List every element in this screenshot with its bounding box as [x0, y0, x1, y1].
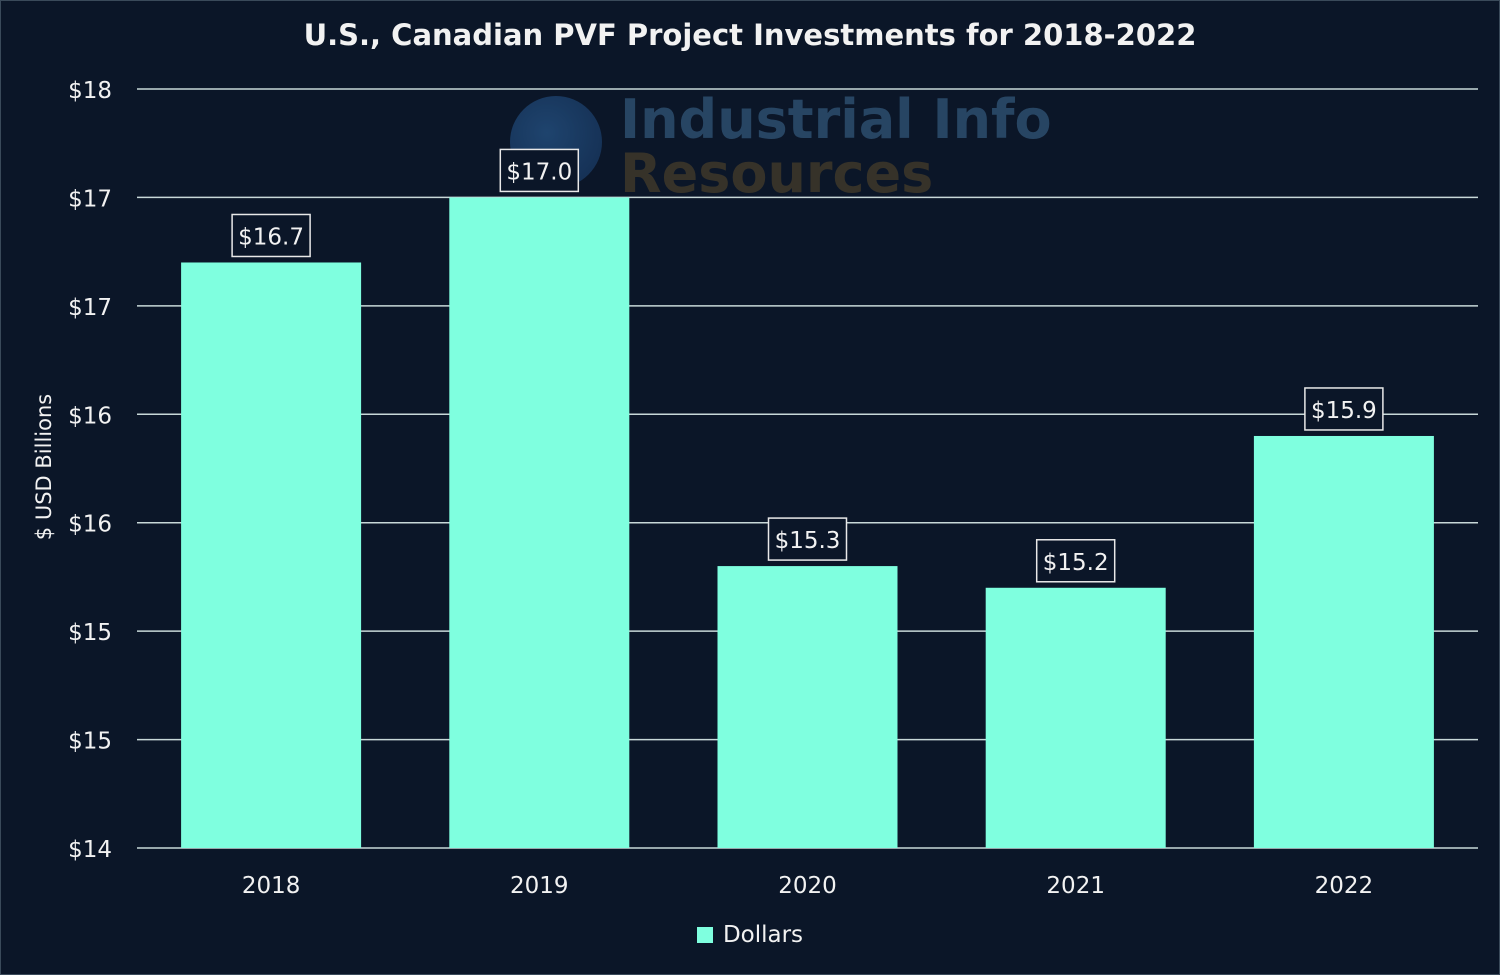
x-tick-label: 2020: [778, 873, 837, 899]
x-tick-label: 2022: [1315, 873, 1374, 899]
watermark-line-2: Resources: [620, 142, 934, 205]
y-tick-label: $17: [68, 295, 112, 321]
data-label: $15.3: [775, 528, 841, 554]
y-tick-label: $16: [68, 403, 112, 429]
watermark-line-1: Industrial Info: [620, 88, 1052, 151]
x-tick-label: 2019: [510, 873, 569, 899]
data-label-box: [231, 213, 311, 258]
bar: [717, 566, 898, 848]
x-tick-label: 2021: [1046, 873, 1105, 899]
data-label: $15.2: [1043, 550, 1109, 576]
data-label-box: [1304, 387, 1384, 431]
y-tick-label: $17: [68, 186, 112, 212]
data-label-box: [1035, 539, 1116, 583]
legend: Dollars: [0, 922, 1500, 948]
chart-title: U.S., Canadian PVF Project Investments f…: [303, 18, 1197, 52]
y-tick-label: $18: [68, 78, 112, 104]
data-label: $15.9: [1311, 398, 1377, 424]
data-label: $17.0: [506, 159, 572, 185]
legend-label: Dollars: [722, 922, 804, 948]
x-tick-label: 2018: [242, 873, 301, 899]
y-tick-label: $16: [68, 512, 112, 538]
data-label-box: [767, 517, 848, 561]
y-tick-label: $15: [68, 620, 112, 646]
y-tick-label: $14: [68, 837, 112, 863]
data-label: $16.7: [238, 224, 304, 250]
bar: [985, 587, 1166, 848]
y-tick-label: $15: [68, 729, 112, 755]
bar: [181, 262, 362, 848]
bar: [449, 197, 630, 848]
legend-swatch: [696, 927, 713, 943]
data-label-box: [499, 148, 580, 193]
bar: [1253, 435, 1434, 848]
